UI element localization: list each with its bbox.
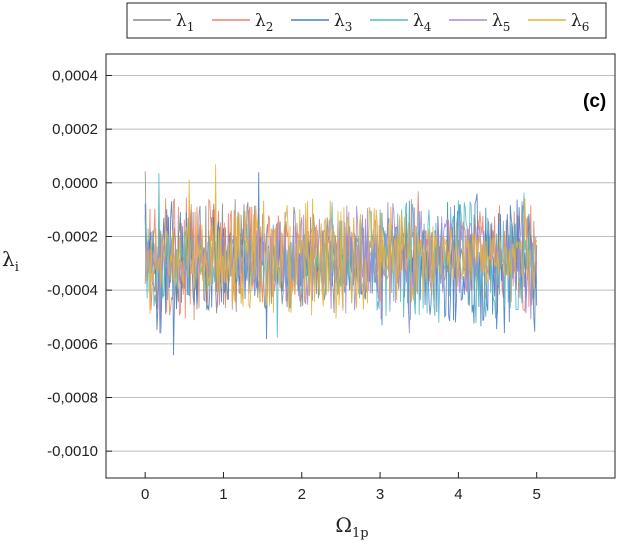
series-layer [144,164,538,356]
legend-entry: λ4 [413,11,432,34]
y-tick-label: -0,0008 [47,389,98,406]
x-axis-title: Ω1p [335,513,368,541]
x-axis: 0 1 2 3 4 5 [141,472,541,503]
y-tick-label: -0,0006 [47,336,98,353]
legend-entry: λ5 [492,11,510,34]
y-tick-label: 0,0000 [52,175,98,192]
x-tick-label: 4 [454,486,462,503]
y-tick-label: 0,0004 [52,67,98,84]
x-tick-label: 3 [376,486,384,503]
y-tick-label: -0,0002 [47,228,98,245]
plot-frame [105,53,616,479]
x-tick-label: 5 [533,486,541,503]
x-tick-label: 2 [298,486,306,503]
x-tick-label: 1 [219,486,227,503]
panel-label: (c) [583,91,606,112]
legend: λ1 λ2 λ3 λ4 λ5 λ6 [126,2,607,39]
series-line [144,164,538,319]
legend-entry: λ3 [334,11,352,34]
y-tick-label: 0,0002 [52,121,98,138]
y-axis: -0,0010 -0,0008 -0,0006 -0,0004 -0,0002 0,000… [47,67,112,460]
legend-entry: λ6 [571,11,589,34]
y-tick-label: -0,0010 [47,443,98,460]
legend-entry: λ2 [255,11,273,34]
y-tick-label: -0,0004 [47,282,98,299]
legend-entry: λ1 [176,11,194,34]
x-tick-label: 0 [141,486,149,503]
y-axis-title: λi [2,247,19,275]
